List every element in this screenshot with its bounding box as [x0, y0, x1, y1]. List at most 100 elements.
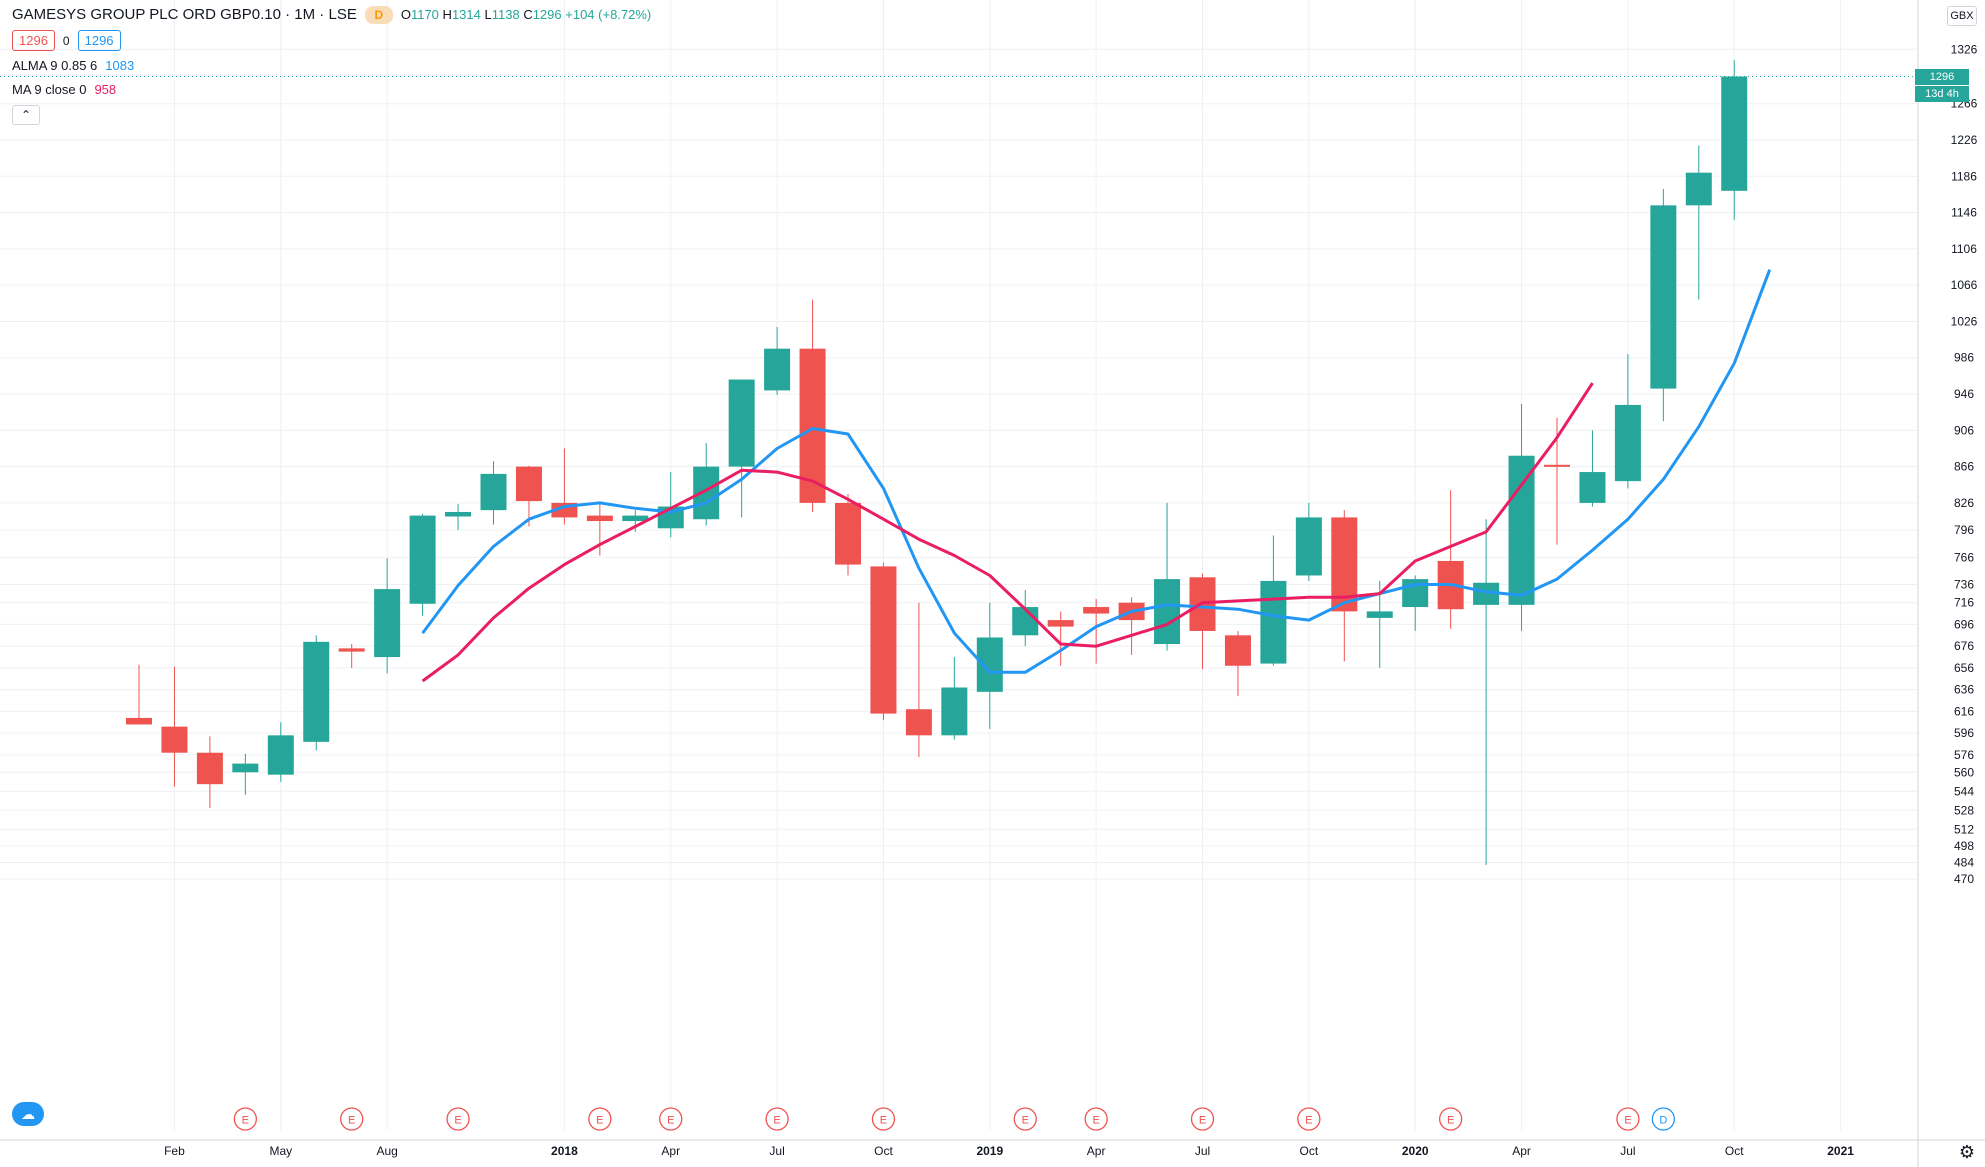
close-value: 1296	[532, 7, 562, 22]
event-marker-label: E	[1305, 1115, 1312, 1127]
y-tick-label: 1066	[1951, 278, 1978, 292]
y-tick-label: 696	[1954, 617, 1974, 631]
y-tick-label: 656	[1954, 661, 1974, 675]
y-tick-label: 906	[1954, 423, 1974, 437]
y-tick-label: 946	[1954, 387, 1974, 401]
y-tick-label: 1106	[1951, 242, 1977, 256]
event-marker-label: D	[1659, 1115, 1667, 1127]
y-tick-label: 1226	[1951, 133, 1978, 147]
candle-body	[126, 717, 152, 725]
collapse-legend-button[interactable]: ⌃	[12, 105, 40, 125]
earnings-marker	[1439, 1107, 1463, 1131]
candle-body	[303, 641, 330, 742]
x-tick-label: 2020	[1402, 1144, 1429, 1158]
ohlc-values: O1170 H1314 L1138 C1296 +104 (+8.72%)	[401, 6, 651, 24]
candle-body	[1012, 607, 1039, 636]
bid-ask-row: 1296 0 1296	[12, 30, 651, 51]
candle-layer	[126, 60, 1748, 865]
y-tick-label: 986	[1954, 351, 1974, 365]
candle-body	[1579, 472, 1606, 503]
tradingview-logo-icon[interactable]: ☁	[12, 1102, 44, 1126]
candle-body	[835, 502, 861, 565]
earnings-marker	[871, 1107, 896, 1131]
indicator-ma-label: MA 9 close 0	[12, 82, 87, 97]
indicator-alma-value: 1083	[105, 58, 135, 73]
open-label: O	[400, 7, 411, 22]
y-tick-label: 1186	[1951, 169, 1977, 183]
low-value: 1138	[491, 7, 520, 22]
y-tick-label: 596	[1954, 726, 1974, 740]
event-marker-label: E	[454, 1115, 461, 1127]
y-tick-label: 528	[1954, 803, 1974, 817]
candle-body	[232, 763, 259, 773]
gear-icon[interactable]: ⚙	[1958, 1142, 1975, 1162]
earnings-marker	[1616, 1107, 1640, 1131]
candle-body	[1685, 172, 1712, 206]
candle-body	[161, 726, 188, 753]
earnings-marker	[659, 1107, 683, 1131]
bar-countdown-tag: 13d 4h	[1915, 85, 1969, 102]
candle-body	[1047, 620, 1074, 627]
candle-body	[976, 637, 1003, 692]
y-tick-label: 736	[1954, 578, 1974, 592]
event-marker-label: E	[880, 1115, 887, 1127]
candle-body	[1544, 464, 1570, 467]
grid-layer	[0, 0, 1918, 1130]
y-tick-label: 1026	[1951, 314, 1978, 328]
earnings-marker	[340, 1107, 364, 1131]
y-tick-label: 470	[1954, 872, 1974, 886]
candle-body	[1473, 582, 1500, 605]
y-tick-label: 498	[1954, 839, 1974, 853]
y-tick-label: 1326	[1951, 42, 1978, 56]
candle-body	[941, 687, 968, 736]
low-label: L	[484, 7, 492, 22]
x-tick-label: May	[269, 1144, 292, 1158]
event-marker-label: E	[348, 1115, 355, 1127]
candle-body	[267, 735, 294, 775]
candle-body	[1650, 205, 1677, 389]
high-label: H	[442, 7, 452, 22]
close-label: C	[523, 7, 533, 22]
y-tick-label: 796	[1954, 523, 1974, 537]
currency-label[interactable]: GBX	[1947, 6, 1977, 26]
candle-body	[196, 752, 223, 785]
x-tick-label: Apr	[1512, 1144, 1531, 1158]
event-marker-label: E	[1022, 1115, 1029, 1127]
y-tick-label: 484	[1954, 856, 1974, 870]
y-tick-label: 676	[1954, 639, 1974, 653]
candle-body	[728, 379, 755, 467]
candle-body	[870, 566, 897, 714]
x-tick-label: 2018	[551, 1144, 578, 1158]
indicator-ma[interactable]: MA 9 close 0 958	[12, 81, 651, 99]
y-tick-label: 826	[1954, 496, 1974, 510]
candle-body	[1295, 517, 1322, 576]
indicator-alma[interactable]: ALMA 9 0.85 6 1083	[12, 57, 651, 75]
candle-body	[693, 466, 720, 520]
x-tick-label: 2019	[976, 1144, 1003, 1158]
earnings-marker	[233, 1107, 258, 1131]
delayed-data-badge[interactable]: D	[364, 6, 393, 24]
candle-body	[374, 589, 401, 658]
dividend-marker	[1651, 1107, 1675, 1131]
spread-value: 0	[62, 33, 70, 48]
earnings-marker	[446, 1107, 470, 1131]
y-tick-label: 616	[1954, 704, 1974, 718]
candle-body	[409, 515, 436, 604]
x-tick-label: 2021	[1827, 1144, 1854, 1158]
y-tick-label: 866	[1954, 460, 1974, 474]
symbol-title[interactable]: GAMESYS GROUP PLC ORD GBP0.10 · 1M · LSE	[12, 6, 357, 23]
y-tick-label: 560	[1954, 765, 1974, 779]
candle-body	[515, 466, 542, 502]
buy-price-button[interactable]: 1296	[77, 30, 121, 51]
change-value: +104 (+8.72%)	[565, 7, 652, 22]
y-tick-label: 512	[1954, 822, 1974, 836]
x-tick-label: Apr	[1087, 1144, 1106, 1158]
earnings-marker	[588, 1107, 612, 1131]
ma-line	[421, 382, 1594, 683]
indicator-alma-label: ALMA 9 0.85 6	[12, 58, 98, 73]
earnings-marker	[1084, 1107, 1108, 1131]
candle-body	[1366, 611, 1393, 618]
sell-price-button[interactable]: 1296	[12, 30, 55, 51]
